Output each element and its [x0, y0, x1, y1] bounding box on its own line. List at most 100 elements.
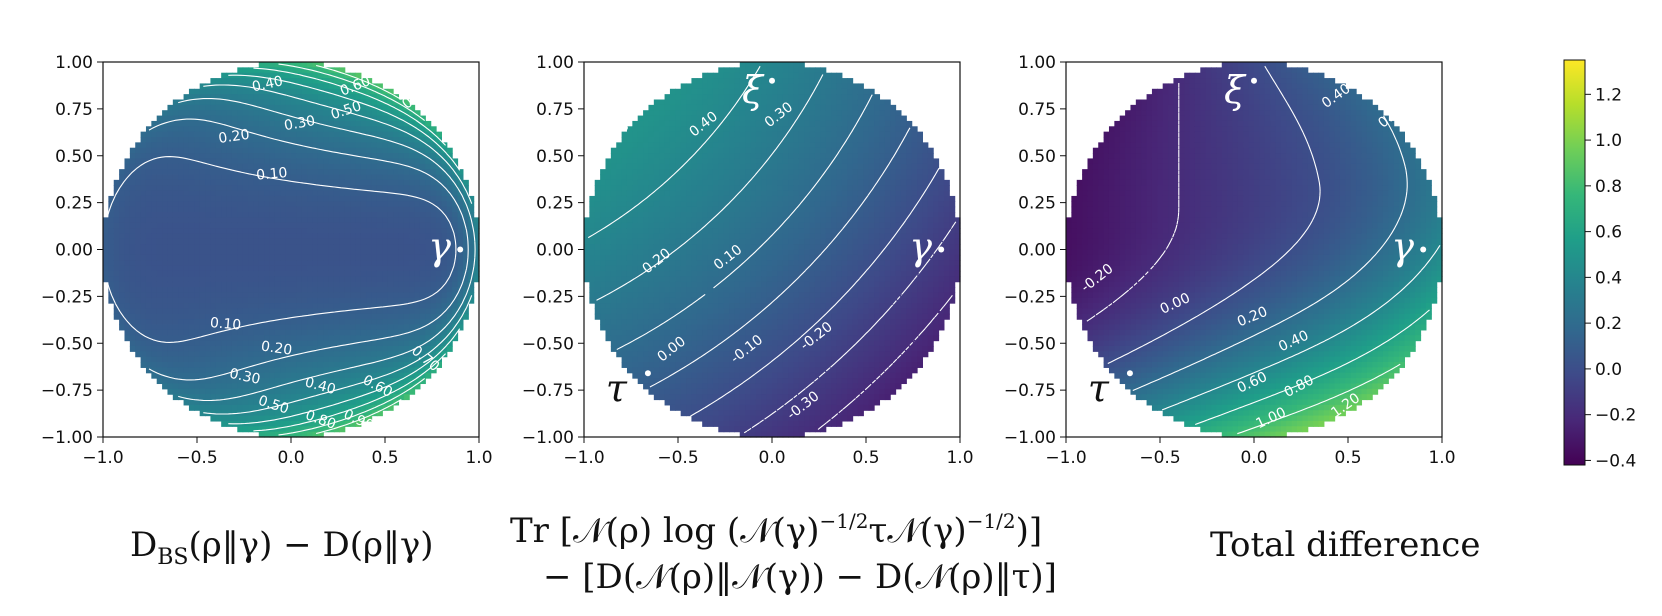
heatmap-cell [199, 238, 206, 245]
heatmap-cell [366, 195, 373, 202]
heatmap-cell [430, 228, 437, 235]
heatmap-cell [151, 142, 158, 149]
heatmap-cell [237, 222, 244, 229]
heatmap-cell [594, 281, 601, 288]
heatmap-cell [221, 292, 228, 299]
heatmap-cell [686, 115, 693, 122]
heatmap-cell [194, 120, 201, 127]
heatmap-cell [253, 126, 260, 133]
heatmap-cell [323, 142, 330, 149]
heatmap-cell [675, 104, 682, 111]
heatmap-cell [113, 195, 120, 202]
heatmap-cell [199, 378, 206, 385]
heatmap-cell [258, 169, 265, 176]
heatmap-cell [119, 195, 126, 202]
heatmap-cell [360, 147, 367, 154]
heatmap-cell [237, 362, 244, 368]
heatmap-cell [248, 212, 254, 218]
heatmap-cell [215, 399, 222, 406]
heatmap-cell [333, 426, 340, 433]
heatmap-cell [226, 410, 233, 417]
heatmap-cell [162, 265, 169, 272]
heatmap-cell [215, 313, 222, 320]
heatmap-cell [702, 233, 709, 240]
heatmap-cell [616, 147, 623, 154]
heatmap-cell [610, 201, 617, 208]
heatmap-cell [382, 329, 389, 336]
heatmap-cell [350, 217, 357, 224]
heatmap-cell [312, 270, 319, 277]
heatmap-cell [441, 260, 448, 267]
heatmap-cell [643, 185, 650, 192]
heatmap-cell [339, 270, 346, 277]
heatmap-cell [632, 297, 639, 304]
heatmap-cell [178, 99, 185, 106]
heatmap-cell [425, 297, 432, 304]
heatmap-cell [610, 174, 617, 181]
heatmap-cell [626, 254, 633, 261]
heatmap-cell [430, 169, 437, 176]
heatmap-cell [344, 303, 351, 310]
heatmap-cell [600, 201, 607, 208]
heatmap-cell [643, 126, 650, 133]
heatmap-cell [355, 383, 362, 390]
heatmap-cell [637, 163, 644, 170]
heatmap-cell [425, 270, 432, 277]
heatmap-cell [237, 415, 244, 422]
heatmap-cell [600, 217, 607, 224]
heatmap-cell [409, 254, 416, 261]
heatmap-cell [691, 329, 698, 336]
heatmap-cell [124, 169, 131, 176]
heatmap-cell [691, 404, 698, 411]
heatmap-cell [669, 142, 676, 149]
heatmap-cell [686, 83, 693, 90]
heatmap-cell [632, 270, 639, 277]
heatmap-cell [387, 319, 394, 326]
heatmap-cell [371, 399, 378, 406]
heatmap-cell [382, 265, 389, 272]
heatmap-cell [594, 190, 601, 197]
heatmap-cell [226, 228, 233, 235]
heatmap-cell [280, 104, 287, 111]
heatmap-cell [167, 126, 174, 133]
heatmap-cell [626, 270, 633, 277]
heatmap-cell [199, 313, 206, 320]
contour-label: 0.30 [228, 366, 262, 388]
heatmap-cell [178, 217, 185, 224]
heatmap-cell [248, 185, 254, 192]
heatmap-cell [156, 265, 163, 272]
heatmap-cell [371, 383, 378, 390]
heatmap-cell [414, 142, 421, 149]
heatmap-cell [162, 319, 169, 326]
heatmap-cell [605, 335, 612, 342]
heatmap-cell [323, 410, 330, 417]
heatmap-cell [457, 201, 464, 208]
heatmap-cell [183, 158, 190, 165]
heatmap-cell [643, 254, 650, 261]
heatmap-cell [366, 281, 373, 288]
heatmap-cell [632, 190, 639, 197]
heatmap-cell [632, 367, 639, 374]
heatmap-cell [430, 313, 437, 320]
heatmap-cell [653, 388, 660, 395]
heatmap-cell [473, 249, 480, 256]
heatmap-cell [441, 313, 448, 320]
heatmap-cell [215, 297, 222, 304]
heatmap-cell [307, 137, 314, 143]
heatmap-cell [312, 104, 319, 111]
heatmap-cell [258, 308, 265, 315]
heatmap-cell [664, 126, 671, 133]
heatmap-cell [280, 340, 287, 347]
heatmap-cell [296, 72, 303, 79]
heatmap-cell [419, 351, 426, 358]
heatmap-cell [414, 222, 421, 229]
heatmap-cell [215, 244, 222, 251]
heatmap-cell [145, 217, 152, 224]
heatmap-cell [253, 78, 260, 85]
heatmap-cell [237, 303, 244, 310]
heatmap-cell [398, 174, 405, 181]
heatmap-cell [274, 99, 281, 106]
heatmap-cell [291, 303, 297, 310]
heatmap-cell [382, 394, 389, 401]
heatmap-cell [339, 276, 346, 283]
